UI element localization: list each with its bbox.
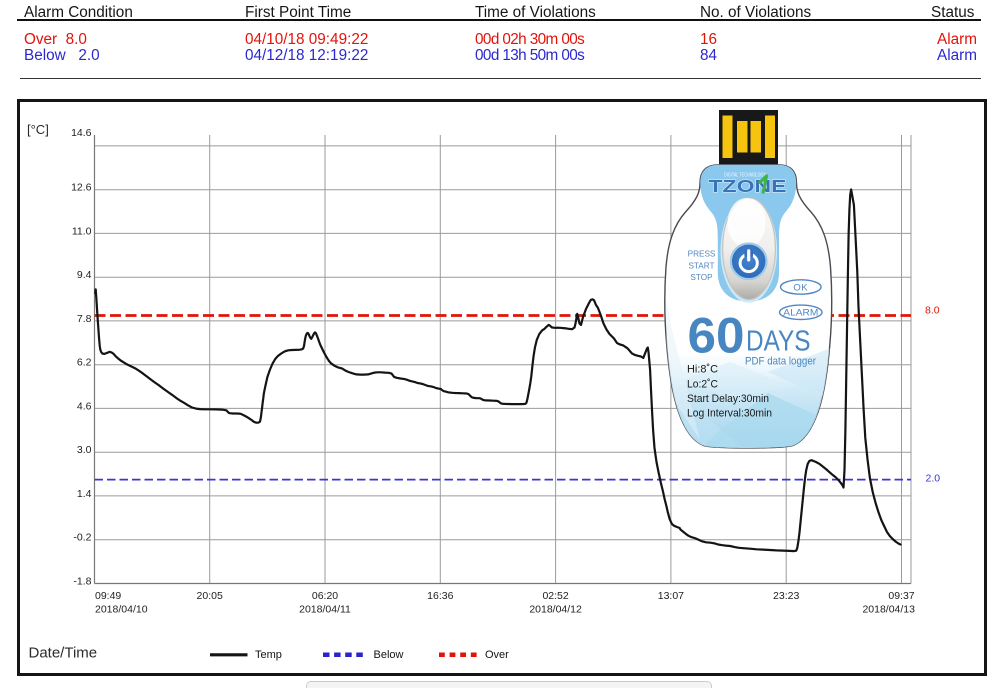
svg-text:3.0: 3.0: [77, 444, 92, 456]
svg-text:PDF data logger: PDF data logger: [745, 356, 816, 368]
svg-text:11.0: 11.0: [72, 225, 92, 237]
svg-text:Hi:8˚C: Hi:8˚C: [687, 364, 718, 376]
svg-text:2018/04/10: 2018/04/10: [95, 604, 148, 616]
svg-text:2018/04/11: 2018/04/11: [299, 604, 351, 616]
svg-text:16:36: 16:36: [427, 590, 453, 602]
svg-text:-0.2: -0.2: [73, 532, 91, 544]
svg-text:Log Interval:30min: Log Interval:30min: [687, 408, 772, 420]
svg-text:TZONE: TZONE: [709, 176, 787, 196]
svg-text:Below: Below: [374, 649, 404, 661]
svg-text:-1.8: -1.8: [73, 575, 91, 587]
svg-text:23:23: 23:23: [773, 590, 799, 602]
svg-text:09:49: 09:49: [95, 590, 121, 602]
svg-text:09:37: 09:37: [888, 590, 914, 602]
svg-text:1.4: 1.4: [77, 488, 92, 500]
svg-text:06:20: 06:20: [312, 590, 338, 602]
svg-text:DIGITAL TECHNOLOGY: DIGITAL TECHNOLOGY: [724, 172, 767, 178]
svg-text:Date/Time: Date/Time: [29, 645, 98, 662]
svg-text:Start Delay:30min: Start Delay:30min: [687, 393, 769, 405]
svg-text:20:05: 20:05: [197, 590, 223, 602]
svg-text:8.0: 8.0: [925, 305, 940, 317]
svg-text:Lo:2˚C: Lo:2˚C: [687, 378, 718, 390]
svg-text:2.0: 2.0: [926, 473, 941, 485]
svg-text:13:07: 13:07: [658, 590, 684, 602]
svg-text:14.6: 14.6: [71, 127, 92, 139]
svg-text:7.8: 7.8: [77, 313, 92, 325]
svg-text:START: START: [688, 261, 714, 270]
svg-text:OK: OK: [793, 282, 808, 293]
svg-text:4.6: 4.6: [77, 400, 92, 412]
svg-text:STOP: STOP: [690, 273, 713, 282]
svg-text:DAYS: DAYS: [746, 326, 811, 358]
svg-text:12.6: 12.6: [71, 182, 92, 194]
svg-text:ALARM: ALARM: [783, 308, 818, 318]
svg-text:Over: Over: [485, 649, 509, 661]
svg-text:9.4: 9.4: [77, 269, 92, 281]
svg-text:60: 60: [688, 308, 745, 364]
svg-text:PRESS: PRESS: [688, 250, 716, 259]
svg-text:02:52: 02:52: [542, 590, 568, 602]
svg-text:Temp: Temp: [255, 649, 282, 661]
svg-text:2018/04/13: 2018/04/13: [862, 604, 915, 616]
svg-text:6.2: 6.2: [77, 357, 92, 369]
svg-text:[°C]: [°C]: [27, 122, 49, 137]
svg-text:2018/04/12: 2018/04/12: [529, 604, 582, 616]
